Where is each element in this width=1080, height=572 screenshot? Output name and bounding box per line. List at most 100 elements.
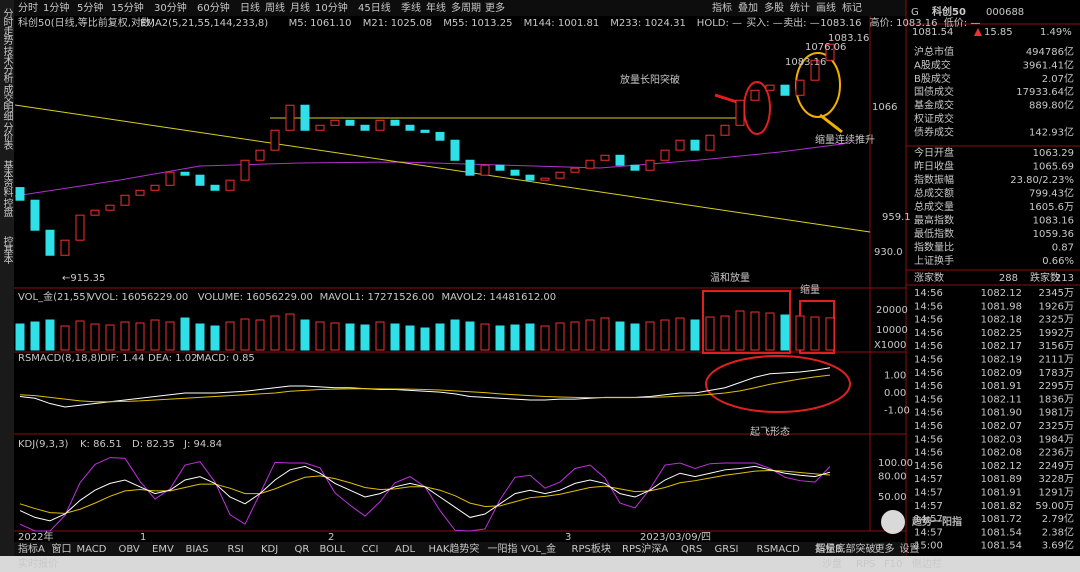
tick-price: 1081.72 — [981, 514, 1022, 525]
tick-volume: 1836万 — [1039, 394, 1074, 405]
panel-title: VOL_金(21,55) — [18, 290, 90, 303]
tab[interactable]: QR — [295, 544, 310, 555]
candle — [630, 164, 640, 171]
toolbar-item: 多周期 — [451, 1, 481, 14]
tick-time: 14:56 — [914, 301, 943, 312]
candle — [75, 214, 85, 241]
tab[interactable]: KDJ — [261, 544, 278, 555]
tick-time: 14:56 — [914, 341, 943, 352]
volume-bar — [675, 317, 685, 351]
candle — [225, 179, 235, 191]
tab[interactable]: BOLL — [320, 544, 346, 555]
tab[interactable]: MACD — [77, 544, 107, 555]
volume-bar — [450, 319, 460, 351]
candle — [825, 43, 835, 61]
tab[interactable]: 更多 — [875, 542, 895, 555]
volume-bar — [495, 325, 505, 351]
volume-bar — [30, 321, 40, 351]
tab[interactable]: ADL — [395, 544, 416, 555]
field-name: B股成交 — [914, 72, 951, 85]
field-value: 213 — [1055, 273, 1074, 284]
tick-time: 14:56 — [914, 328, 943, 339]
volume-bar — [300, 319, 310, 351]
volume-bar — [150, 319, 160, 351]
indicator: DIF: 1.44 — [100, 353, 144, 364]
candle — [570, 167, 580, 173]
tick-time: 15:00 — [914, 541, 943, 552]
candle — [780, 84, 790, 96]
tick-volume: 1291万 — [1039, 488, 1074, 499]
stock-code: 000688 — [986, 7, 1024, 18]
tab[interactable]: HAK趋势突 — [429, 542, 480, 555]
tab[interactable]: OBV — [119, 544, 140, 555]
toolbar-item: 多股 — [764, 1, 784, 14]
field-value: 142.93亿 — [1029, 125, 1074, 138]
tab[interactable]: RSI — [228, 544, 244, 555]
tab[interactable]: RSMACD — [757, 544, 801, 555]
field-value: 494786亿 — [1026, 45, 1074, 58]
field-name: 国债成交 — [914, 85, 954, 98]
tab[interactable]: 一阳指 — [488, 542, 518, 555]
tab[interactable]: 窗口 — [52, 542, 72, 555]
tick-price: 1082.18 — [981, 315, 1022, 326]
candle — [585, 159, 595, 169]
volume-bar — [270, 315, 280, 351]
date-label: 3 — [565, 532, 571, 543]
tab[interactable]: RPS沪深A — [622, 542, 668, 555]
field-value: 2.07亿 — [1042, 72, 1074, 85]
tab[interactable]: EMV — [152, 544, 174, 555]
field-value: 3961.41亿 — [1023, 58, 1074, 71]
tick-price: 1082.19 — [981, 355, 1022, 366]
watermark-icon — [881, 510, 905, 534]
indicator: VVOL: 16056229.00 — [88, 292, 188, 303]
indicator: M55: 1013.25 — [443, 18, 512, 29]
tab[interactable]: VOL_金 — [521, 542, 556, 555]
tick-price: 1081.54 — [981, 527, 1022, 538]
tick-volume: 1984万 — [1039, 434, 1074, 445]
tick-price: 1082.03 — [981, 434, 1022, 445]
candle — [195, 174, 205, 186]
tick-price: 1082.12 — [981, 461, 1022, 472]
candle — [750, 89, 760, 101]
candle — [30, 199, 40, 231]
tab[interactable]: BIAS — [186, 544, 209, 555]
tick-time: 14:57 — [914, 474, 943, 485]
status-bar — [0, 556, 1080, 572]
volume-bar — [585, 319, 595, 351]
tab[interactable]: 指标A — [18, 542, 45, 555]
candle — [765, 84, 775, 91]
tab[interactable]: QRS — [681, 544, 702, 555]
candle — [285, 104, 295, 131]
toolbar-item: 45日线 — [358, 1, 391, 14]
volume-bar — [225, 321, 235, 351]
toolbar-item: 画线 — [816, 1, 836, 14]
field-name: 跌家数 — [1030, 271, 1060, 284]
candle — [15, 187, 25, 201]
tab[interactable]: 设置 — [900, 543, 920, 555]
tab[interactable]: CCI — [362, 544, 379, 555]
tick-time: 14:56 — [914, 408, 943, 419]
tab[interactable]: GRSI — [715, 544, 739, 555]
tab[interactable]: RPS板块 — [572, 542, 611, 555]
tab[interactable]: 超量底部突破 — [816, 542, 876, 555]
tick-price: 1081.89 — [981, 474, 1022, 485]
volume-bar — [105, 324, 115, 351]
status-text: 侧边栏 — [912, 557, 942, 570]
candle — [165, 171, 175, 186]
field-name: 指数量比 — [914, 241, 954, 254]
annotation: 温和放量 — [710, 271, 750, 284]
candle — [150, 184, 160, 191]
ma-line — [14, 142, 851, 197]
field-name: 权证成交 — [914, 112, 954, 125]
volume-bar — [810, 316, 820, 351]
status-text: RPS — [856, 559, 875, 570]
volume-bar — [405, 325, 415, 351]
tick-volume: 59.00万 — [1035, 501, 1074, 512]
toolbar — [14, 0, 906, 16]
toolbar-item: 叠加 — [738, 2, 758, 14]
indicator: 高价: 1083.16 — [870, 16, 938, 29]
candle — [360, 124, 370, 131]
panel-title: KDJ(9,3,3) — [18, 439, 69, 450]
indicator: D: 82.35 — [132, 439, 175, 450]
